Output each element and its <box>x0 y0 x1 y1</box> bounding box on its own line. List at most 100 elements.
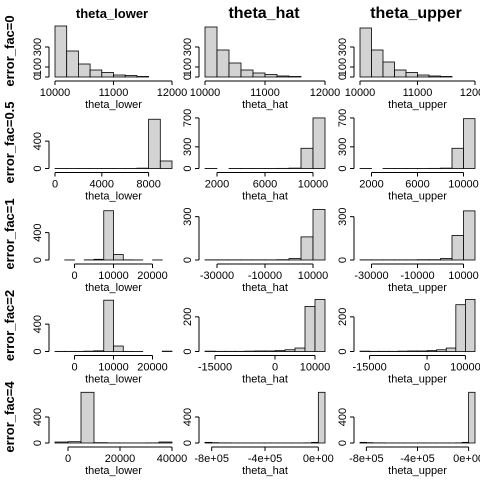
x-tick-label: 10000 <box>298 270 329 282</box>
x-tick-label: -10000 <box>248 270 282 282</box>
row-label: error_fac=1 <box>2 198 17 269</box>
x-tick-label: 10000 <box>448 179 479 191</box>
x-tick-label: 12000 <box>310 87 341 99</box>
bar <box>288 258 302 261</box>
x-axis-label: theta_lower <box>85 465 142 477</box>
y-tick-label: 0 <box>32 165 44 171</box>
bar <box>461 441 470 444</box>
x-axis-label: theta_upper <box>388 282 447 294</box>
x-tick-label: 10000 <box>298 179 329 191</box>
bar <box>216 49 230 78</box>
x-tick-label: 0 <box>424 362 430 374</box>
bar <box>451 235 464 261</box>
bars <box>204 299 326 352</box>
bar <box>311 441 319 444</box>
bars <box>204 26 302 78</box>
y-tick-label: 300 <box>32 38 44 56</box>
x-tick-label: 10000 <box>98 270 129 282</box>
bar <box>67 441 82 444</box>
bar <box>204 441 213 444</box>
bars <box>359 118 476 169</box>
y-tick-label: 0 <box>32 440 44 446</box>
y-tick-label: 0 <box>32 348 44 354</box>
x-tick-label: 11000 <box>250 87 280 99</box>
bar <box>417 74 430 78</box>
row-label: error_fac=4 <box>2 381 17 453</box>
bar <box>93 350 105 352</box>
bar <box>317 391 326 444</box>
x-tick-label: 6000 <box>253 179 277 191</box>
x-tick-label: -30000 <box>354 270 388 282</box>
y-tick-label: 300 <box>337 207 349 225</box>
x-tick-label: 40000 <box>157 453 188 465</box>
bars <box>359 391 476 444</box>
bar <box>113 345 124 352</box>
y-tick-label: 100 <box>32 58 44 76</box>
bar <box>78 63 91 78</box>
bar <box>314 299 326 352</box>
bar <box>304 306 316 352</box>
column-title: theta_upper <box>370 5 462 22</box>
bar <box>371 49 384 78</box>
x-axis-label: theta_lower <box>85 374 142 386</box>
x-tick-label: -4e+05 <box>400 453 435 465</box>
bar <box>436 349 447 352</box>
y-tick-label: 400 <box>32 132 44 150</box>
x-axis-label: theta_lower <box>85 191 142 203</box>
y-tick-label: 0 <box>337 165 349 171</box>
bar <box>240 69 254 78</box>
y-tick-label: 0 <box>337 74 349 80</box>
bar <box>463 118 476 169</box>
x-tick-label: 0 <box>71 362 77 374</box>
x-tick-label: 11000 <box>403 87 433 99</box>
y-tick-label: 400 <box>32 408 44 426</box>
y-tick-label: 700 <box>337 109 349 127</box>
y-tick-label: 0 <box>182 74 194 80</box>
bars <box>204 209 326 261</box>
y-tick-label: 100 <box>337 58 349 76</box>
y-tick-label: 400 <box>32 315 44 333</box>
x-axis-label: theta_upper <box>388 465 447 477</box>
bars <box>204 391 326 444</box>
y-tick-label: 0 <box>337 348 349 354</box>
x-axis-label: theta_hat <box>242 191 288 203</box>
bar <box>428 75 441 78</box>
y-tick-label: 0 <box>182 165 194 171</box>
x-tick-label: 10000 <box>448 270 479 282</box>
y-tick-label: 400 <box>32 223 44 241</box>
x-axis-label: theta_hat <box>242 99 288 111</box>
y-tick-label: 300 <box>337 138 349 156</box>
y-tick-label: 0 <box>182 348 194 354</box>
x-tick-label: -30000 <box>200 270 234 282</box>
row-label: error_fac=0 <box>2 15 17 86</box>
bars <box>204 117 326 169</box>
bar <box>264 74 278 78</box>
bar <box>394 69 407 78</box>
bar <box>103 210 114 261</box>
y-tick-label: 300 <box>337 38 349 56</box>
bars <box>54 391 173 444</box>
x-tick-label: 0 <box>65 453 71 465</box>
bar <box>440 76 453 78</box>
y-tick-label: 300 <box>182 207 194 225</box>
bar <box>103 299 114 352</box>
x-tick-label: -8e+05 <box>349 453 384 465</box>
bar <box>294 347 306 352</box>
bar <box>426 350 438 352</box>
bar <box>407 350 418 352</box>
y-tick-label: 0 <box>182 440 194 446</box>
bar <box>451 147 464 169</box>
x-tick-label: -4e+05 <box>248 453 283 465</box>
bar <box>359 27 372 78</box>
x-axis-label: theta_upper <box>388 191 447 203</box>
bars <box>359 299 476 352</box>
bars <box>54 25 149 78</box>
y-tick-label: 400 <box>337 408 349 426</box>
bar <box>124 75 138 78</box>
x-tick-label: 20000 <box>105 453 136 465</box>
y-tick-label: 0 <box>337 440 349 446</box>
bar <box>264 350 276 352</box>
bar <box>254 350 266 352</box>
bar <box>300 147 314 169</box>
bar <box>204 26 218 78</box>
